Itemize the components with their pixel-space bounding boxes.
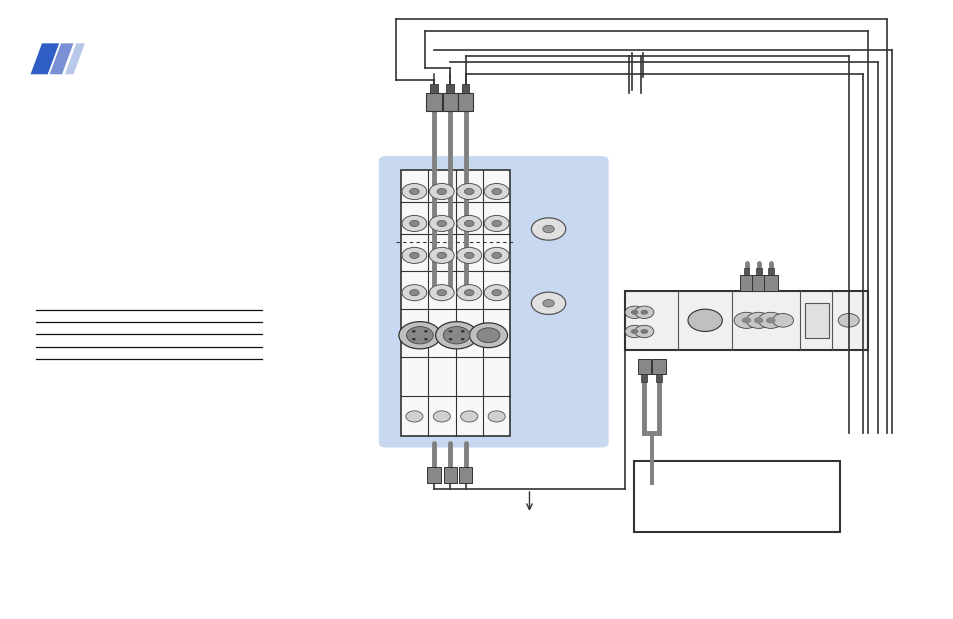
Circle shape <box>429 248 454 264</box>
Circle shape <box>758 312 782 329</box>
Bar <box>426 93 441 111</box>
Circle shape <box>476 328 499 343</box>
Circle shape <box>624 326 643 338</box>
Circle shape <box>456 183 481 199</box>
Circle shape <box>469 323 507 348</box>
Bar <box>427 467 440 483</box>
Circle shape <box>634 326 653 338</box>
Circle shape <box>484 248 509 264</box>
Circle shape <box>464 253 474 259</box>
Bar <box>640 374 646 382</box>
Circle shape <box>405 411 422 422</box>
Circle shape <box>456 215 481 232</box>
Bar <box>400 170 510 436</box>
Circle shape <box>542 300 554 307</box>
Circle shape <box>838 313 859 327</box>
Polygon shape <box>30 43 59 74</box>
Bar <box>458 467 472 483</box>
Circle shape <box>733 312 759 329</box>
Circle shape <box>484 285 509 301</box>
Circle shape <box>741 317 750 324</box>
Circle shape <box>484 215 509 232</box>
Circle shape <box>409 188 418 194</box>
Circle shape <box>634 306 653 319</box>
Circle shape <box>464 220 474 227</box>
Circle shape <box>429 215 454 232</box>
Circle shape <box>429 183 454 199</box>
Circle shape <box>409 220 418 227</box>
Bar <box>443 467 456 483</box>
Bar <box>767 268 773 275</box>
Circle shape <box>492 253 501 259</box>
Circle shape <box>401 183 426 199</box>
Polygon shape <box>65 43 85 74</box>
Circle shape <box>460 338 464 340</box>
Circle shape <box>772 313 793 327</box>
Circle shape <box>531 218 565 240</box>
Circle shape <box>443 327 470 344</box>
Circle shape <box>401 248 426 264</box>
Circle shape <box>492 290 501 296</box>
Circle shape <box>464 290 474 296</box>
Circle shape <box>765 317 775 324</box>
Circle shape <box>412 330 416 332</box>
Circle shape <box>624 306 643 319</box>
Circle shape <box>406 327 433 344</box>
Circle shape <box>639 329 647 334</box>
Circle shape <box>436 322 477 349</box>
Bar <box>763 275 777 291</box>
Bar <box>624 291 867 350</box>
Bar <box>755 268 760 275</box>
Circle shape <box>423 338 427 340</box>
Circle shape <box>745 312 770 329</box>
Circle shape <box>456 248 481 264</box>
Bar <box>461 84 469 93</box>
Circle shape <box>448 338 452 340</box>
Circle shape <box>448 330 452 332</box>
Circle shape <box>429 285 454 301</box>
Circle shape <box>401 215 426 232</box>
Bar <box>634 461 839 532</box>
Bar <box>637 359 650 374</box>
FancyBboxPatch shape <box>378 156 608 448</box>
Bar <box>804 303 828 338</box>
Circle shape <box>484 183 509 199</box>
Circle shape <box>464 188 474 194</box>
Circle shape <box>398 322 440 349</box>
Circle shape <box>531 292 565 314</box>
Circle shape <box>630 329 638 334</box>
Bar <box>430 84 437 93</box>
Bar <box>656 374 661 382</box>
Circle shape <box>753 317 762 324</box>
Bar <box>743 268 749 275</box>
Bar <box>652 359 665 374</box>
Circle shape <box>492 220 501 227</box>
Bar <box>446 84 454 93</box>
Bar <box>457 93 473 111</box>
Circle shape <box>436 220 446 227</box>
Circle shape <box>409 253 418 259</box>
Circle shape <box>687 310 721 332</box>
Circle shape <box>542 225 554 233</box>
Bar <box>740 275 752 291</box>
Circle shape <box>436 253 446 259</box>
Circle shape <box>488 411 505 422</box>
Circle shape <box>630 310 638 315</box>
Circle shape <box>460 330 464 332</box>
Circle shape <box>460 411 477 422</box>
Circle shape <box>436 290 446 296</box>
Circle shape <box>492 188 501 194</box>
Circle shape <box>436 188 446 194</box>
Circle shape <box>639 310 647 315</box>
Circle shape <box>401 285 426 301</box>
Polygon shape <box>50 43 73 74</box>
Circle shape <box>412 338 416 340</box>
Circle shape <box>409 290 418 296</box>
Circle shape <box>423 330 427 332</box>
Circle shape <box>456 285 481 301</box>
Bar <box>442 93 457 111</box>
Bar <box>751 275 764 291</box>
Circle shape <box>433 411 450 422</box>
